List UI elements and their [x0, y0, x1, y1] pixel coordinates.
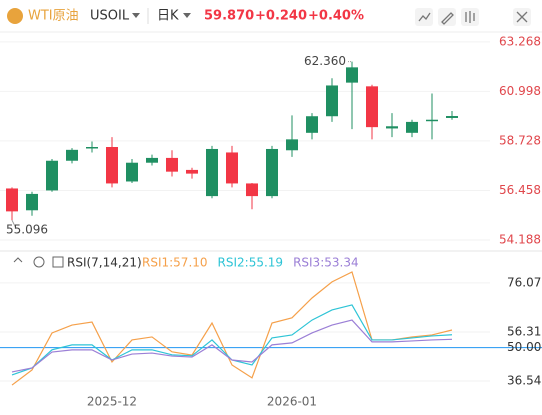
price: 59.870: [204, 9, 254, 24]
candle-body: [206, 148, 218, 197]
candle-body: [6, 188, 18, 212]
tool-icon: [516, 11, 528, 23]
candle-body: [386, 126, 398, 129]
candle-body: [26, 193, 38, 211]
annotation: 62.360: [304, 54, 346, 68]
candle-body: [86, 147, 98, 149]
candle-body: [446, 116, 458, 118]
rsi-line: [11, 319, 453, 373]
symbol-icon: [7, 8, 23, 24]
candle-body: [146, 157, 158, 163]
change-pct: +0.40%: [308, 9, 364, 24]
y-tick-label: 56.31: [507, 324, 541, 338]
dropdown-arrow[interactable]: [132, 13, 140, 18]
candle-body: [106, 147, 118, 184]
y-tick-label: 54.188: [499, 233, 541, 247]
settings-icon[interactable]: [33, 256, 45, 268]
candle-body: [286, 139, 298, 151]
legend-entry: RSI3:53.34: [293, 256, 359, 270]
tool-icon: [441, 12, 454, 25]
candle-body: [266, 148, 278, 197]
x-tick-label: 2026-01: [267, 395, 317, 409]
tool-icon: [418, 12, 431, 22]
tool-icon: [465, 11, 475, 23]
dropdown-arrow[interactable]: [183, 13, 191, 18]
candle-body: [166, 157, 178, 172]
legend-entry: RSI2:55.19: [218, 256, 284, 270]
y-tick-label: 76.07: [507, 275, 541, 289]
change: +0.240: [255, 9, 307, 24]
candle-body: [346, 67, 358, 83]
y-tick-label: 58.728: [499, 133, 541, 147]
symbol[interactable]: USOIL: [90, 9, 130, 24]
period[interactable]: 日K: [157, 9, 179, 24]
candle-body: [326, 85, 338, 117]
y-tick-label: 56.458: [499, 183, 541, 197]
candle-body: [66, 149, 78, 161]
y-tick-label: 50.00: [507, 340, 541, 354]
annotation-leader: [11, 219, 17, 229]
x-tick-label: 2025-12: [87, 395, 137, 409]
symbol-name: WTI原油: [28, 9, 79, 24]
indicator-label: RSI(7,14,21): [67, 256, 142, 270]
legend-entry: RSI1:57.10: [142, 256, 208, 270]
collapse-icon[interactable]: [13, 257, 23, 263]
expand-icon[interactable]: [52, 256, 64, 268]
y-tick-label: 36.54: [507, 374, 541, 388]
candle-body: [226, 152, 238, 184]
y-tick-label: 60.998: [499, 84, 541, 98]
candle-body: [186, 169, 198, 174]
candle-body: [126, 162, 138, 182]
candle-body: [246, 183, 258, 197]
candle-body: [426, 119, 438, 122]
y-tick-label: 63.268: [499, 34, 541, 48]
annotation: 55.096: [6, 223, 48, 237]
candle-body: [46, 160, 58, 191]
candle-body: [406, 121, 418, 133]
tool-buttons: [415, 8, 531, 26]
candle-body: [366, 86, 378, 128]
candle-body: [306, 116, 318, 133]
